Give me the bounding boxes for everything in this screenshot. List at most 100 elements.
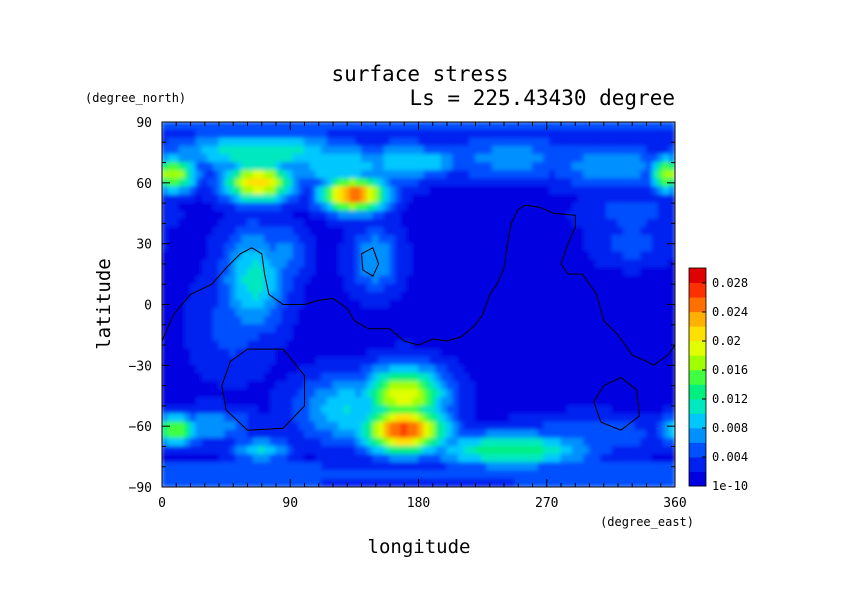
colorbar-segment (689, 297, 706, 313)
heat-cell (338, 445, 345, 456)
heat-cell (275, 372, 283, 383)
heat-cell (606, 437, 613, 447)
heat-cell (218, 421, 226, 431)
heat-cell (423, 218, 431, 228)
heat-cell (446, 291, 454, 301)
heat-cell (640, 129, 647, 139)
heat-cell (657, 145, 665, 155)
heat-cell (514, 356, 522, 366)
heat-cell (400, 445, 408, 456)
heat-cell (537, 356, 545, 366)
heat-cell (663, 194, 670, 204)
heat-cell (634, 405, 642, 415)
heat-cell (247, 194, 254, 204)
heat-cell (264, 202, 271, 212)
heat-cell (617, 129, 625, 139)
heat-cell (218, 218, 226, 228)
heat-cell (298, 291, 305, 301)
heat-cell (452, 429, 459, 439)
heat-cell (264, 364, 271, 374)
heat-cell (258, 186, 266, 196)
heat-cell (247, 381, 254, 391)
heat-cell (338, 259, 345, 269)
heat-cell (338, 356, 345, 366)
heat-cell (264, 405, 271, 415)
heat-cell (537, 275, 545, 285)
heat-cell (309, 291, 317, 301)
heat-cell (184, 122, 191, 131)
heat-cell (469, 405, 476, 415)
heat-cell (309, 364, 317, 374)
heat-cell (286, 340, 294, 350)
heat-cell (412, 381, 419, 391)
heat-cell (167, 413, 174, 423)
heat-cell (623, 372, 630, 383)
heat-cell (338, 437, 345, 447)
heat-cell (349, 283, 357, 293)
heat-cell (172, 243, 180, 253)
heat-cell (446, 186, 454, 196)
heat-cell (400, 162, 408, 172)
heat-cell (486, 381, 494, 391)
heat-cell (634, 202, 642, 212)
heat-cell (229, 413, 237, 423)
heat-cell (406, 153, 414, 164)
heat-cell (566, 145, 573, 155)
heat-cell (349, 316, 357, 326)
heat-cell (400, 381, 408, 391)
heat-cell (663, 478, 670, 487)
heat-cell (400, 186, 408, 196)
heat-cell (457, 470, 465, 480)
heat-cell (400, 308, 408, 318)
heat-cell (452, 226, 459, 237)
heat-cell (646, 235, 653, 245)
heat-cell (423, 478, 431, 487)
heat-cell (361, 389, 368, 399)
heat-cell (617, 251, 625, 261)
heat-cell (646, 389, 653, 399)
heat-cell (657, 202, 665, 212)
heat-cell (435, 267, 442, 277)
heat-cell (326, 389, 334, 399)
heat-cell (520, 178, 528, 188)
heat-cell (229, 437, 237, 447)
heat-cell (292, 405, 300, 415)
heat-cell (628, 137, 636, 147)
heat-cell (332, 332, 340, 342)
heat-cell (162, 413, 169, 423)
heat-cell (583, 421, 590, 431)
heat-cell (668, 186, 675, 196)
heat-cell (480, 470, 488, 480)
heat-cell (583, 316, 590, 326)
heat-cell (577, 429, 585, 439)
heat-cell (372, 137, 380, 147)
heat-cell (264, 454, 271, 464)
heat-cell (577, 186, 585, 196)
heat-cell (560, 129, 568, 139)
heat-cell (668, 210, 675, 220)
heat-cell (207, 478, 214, 487)
heat-cell (475, 243, 482, 253)
heat-cell (343, 470, 351, 480)
heat-cell (252, 421, 260, 431)
heat-cell (195, 421, 203, 431)
heat-cell (634, 275, 642, 285)
heat-cell (304, 389, 311, 399)
heat-cell (172, 381, 180, 391)
heat-cell (526, 243, 533, 253)
heat-cell (543, 405, 551, 415)
heat-cell (594, 275, 602, 285)
heat-cell (400, 243, 408, 253)
heat-cell (486, 210, 494, 220)
heat-cell (594, 129, 602, 139)
heat-cell (172, 170, 180, 180)
heat-cell (543, 129, 551, 139)
heat-cell (583, 462, 590, 472)
heat-cell (611, 153, 619, 164)
heat-cell (258, 397, 266, 407)
heat-cell (383, 356, 391, 366)
heat-cell (383, 259, 391, 269)
heat-cell (309, 437, 317, 447)
heat-cell (252, 202, 260, 212)
heat-cell (497, 397, 505, 407)
